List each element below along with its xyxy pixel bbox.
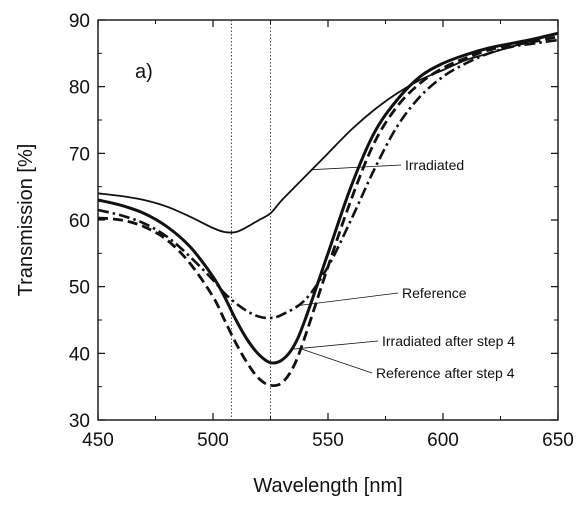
series-line-2: [97, 31, 559, 365]
x-tick-label-600: 600: [427, 430, 459, 451]
x-tick-label-650: 650: [542, 430, 574, 451]
plot-frame: [97, 19, 559, 421]
y-tick-label-80: 80: [69, 78, 90, 99]
y-tick-label-90: 90: [69, 11, 90, 32]
y-tick-label-40: 40: [69, 344, 90, 365]
annotation-leader-3: [300, 348, 373, 374]
annotation-label-1: Reference: [402, 285, 467, 301]
annotation-label-3: Reference after step 4: [376, 365, 515, 381]
annotation-leader-1: [295, 292, 399, 307]
annotation-label-2: Irradiated after step 4: [382, 333, 515, 349]
reference-lines: [230, 20, 271, 420]
panel-label: a): [135, 61, 153, 83]
x-tick-label-550: 550: [312, 430, 344, 451]
annotation-leader-2: [291, 340, 379, 350]
annotation-group: Irradiated Reference Irradiated after step…: [291, 157, 515, 381]
y-tick-label-60: 60: [69, 211, 90, 232]
y-axis-title: Transmission [%]: [15, 144, 37, 297]
x-tick-label-450: 450: [82, 430, 114, 451]
series-line-0: [97, 32, 559, 234]
x-tick-label-500: 500: [197, 430, 229, 451]
axis-ticks: 450 500 550 600 650 30 40 50 60 70 80 90: [69, 11, 574, 451]
series-line-3: [97, 35, 559, 388]
series-line-1: [97, 38, 559, 320]
annotation-label-0: Irradiated: [405, 157, 464, 173]
x-axis-title: Wavelength [nm]: [253, 475, 402, 497]
series-group: [97, 31, 559, 388]
y-tick-label-30: 30: [69, 411, 90, 432]
y-tick-label-50: 50: [69, 278, 90, 299]
annotation-leader-0: [311, 164, 402, 171]
y-tick-label-70: 70: [69, 144, 90, 165]
